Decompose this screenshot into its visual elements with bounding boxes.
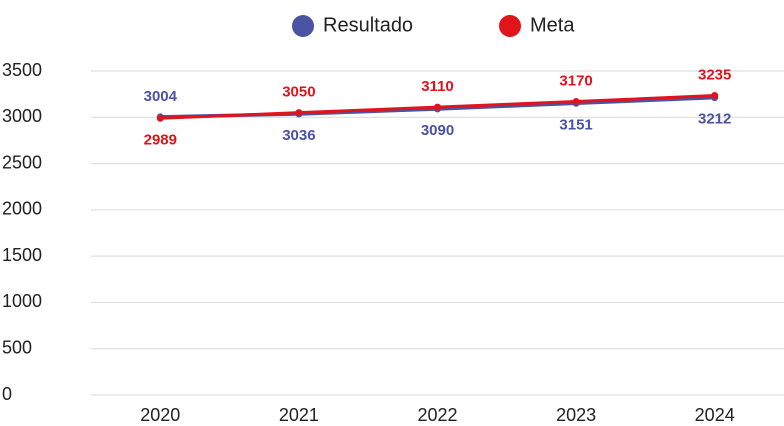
point xyxy=(572,98,580,106)
data-label: 3212 xyxy=(698,111,731,128)
point xyxy=(434,103,441,111)
data-label: 2989 xyxy=(144,131,177,148)
data-label: 3050 xyxy=(282,84,315,101)
data-label: 3036 xyxy=(282,127,315,144)
data-label: 3004 xyxy=(144,88,178,105)
point xyxy=(156,114,164,122)
x-tick-label: 2020 xyxy=(140,405,180,425)
y-tick-label: 1000 xyxy=(2,291,42,311)
data-label: 3170 xyxy=(559,73,592,90)
x-tick-label: 2021 xyxy=(279,405,319,425)
data-label: 3151 xyxy=(559,116,592,133)
legend-label: Meta xyxy=(530,14,575,36)
legend-label: Resultado xyxy=(323,14,413,36)
point xyxy=(711,92,719,100)
y-tick-label: 2500 xyxy=(2,152,42,172)
y-tick-label: 1500 xyxy=(2,245,42,265)
point xyxy=(295,109,303,117)
data-label: 3110 xyxy=(421,78,454,95)
y-tick-label: 2000 xyxy=(2,199,42,219)
x-tick-label: 2024 xyxy=(695,405,735,425)
y-tick-label: 0 xyxy=(2,384,12,404)
x-tick-label: 2022 xyxy=(417,405,457,425)
y-tick-label: 3000 xyxy=(2,106,42,126)
data-label: 3090 xyxy=(421,122,454,139)
legend-marker xyxy=(292,15,314,37)
y-tick-label: 3500 xyxy=(2,60,42,80)
legend-marker xyxy=(499,15,521,37)
x-tick-label: 2023 xyxy=(556,405,596,425)
data-label: 3235 xyxy=(698,67,731,84)
y-tick-label: 500 xyxy=(2,337,32,357)
